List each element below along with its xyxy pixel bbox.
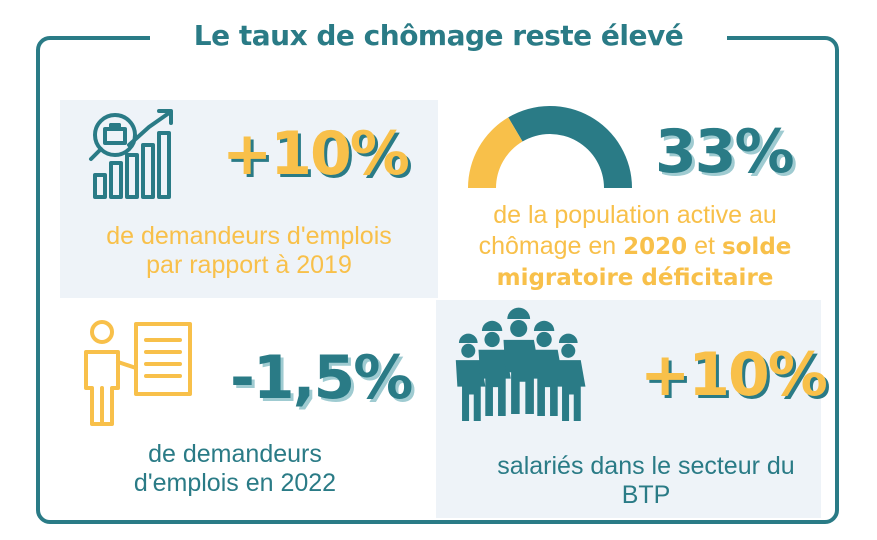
construction-workers-icon bbox=[455, 307, 586, 421]
stat-caption-1-line2: par rapport à 2019 bbox=[146, 251, 352, 279]
person-document-icon bbox=[84, 320, 192, 426]
stat-caption-4-line1: salariés dans le secteur du bbox=[497, 452, 795, 480]
infographic-title: Le taux de chômage reste élevé bbox=[193, 19, 684, 52]
stat-caption-3-line1: de demandeurs bbox=[148, 440, 322, 468]
job-search-growth-icon bbox=[89, 109, 173, 199]
stat-caption-2-line1: de la population active au bbox=[493, 201, 777, 229]
title-banner: Le taux de chômage reste élevé bbox=[150, 14, 727, 58]
half-donut-gauge-icon bbox=[468, 106, 632, 188]
stat-caption-3-line2: d'emplois en 2022 bbox=[133, 469, 337, 497]
stat-caption-2-strong1: solde bbox=[721, 234, 792, 260]
stat-caption-2-year: 2020 bbox=[623, 234, 688, 260]
stat-value-4: +10% bbox=[640, 340, 828, 410]
stat-caption-2-and: et bbox=[694, 232, 715, 260]
stat-caption-2-line2: chômage en 2020 et solde bbox=[445, 231, 825, 263]
stat-caption-2-strong2: migratoire déficitaire bbox=[496, 265, 774, 291]
stat-caption-3: de demandeurs d'emplois en 2022 bbox=[70, 440, 400, 498]
stat-value-2: 33% bbox=[655, 117, 795, 187]
stat-value-1: +10% bbox=[222, 119, 410, 189]
stat-caption-4: salariés dans le secteur du BTP bbox=[466, 452, 826, 510]
stat-caption-1: de demandeurs d'emplois par rapport à 20… bbox=[60, 222, 438, 280]
stat-value-3: -1,5% bbox=[230, 343, 413, 413]
stat-caption-2-prefix: chômage en bbox=[478, 232, 617, 260]
stat-caption-2: de la population active au chômage en 20… bbox=[445, 200, 825, 294]
stat-caption-1-line1: de demandeurs d'emplois bbox=[106, 222, 392, 250]
stat-caption-4-line2: BTP bbox=[621, 481, 671, 509]
